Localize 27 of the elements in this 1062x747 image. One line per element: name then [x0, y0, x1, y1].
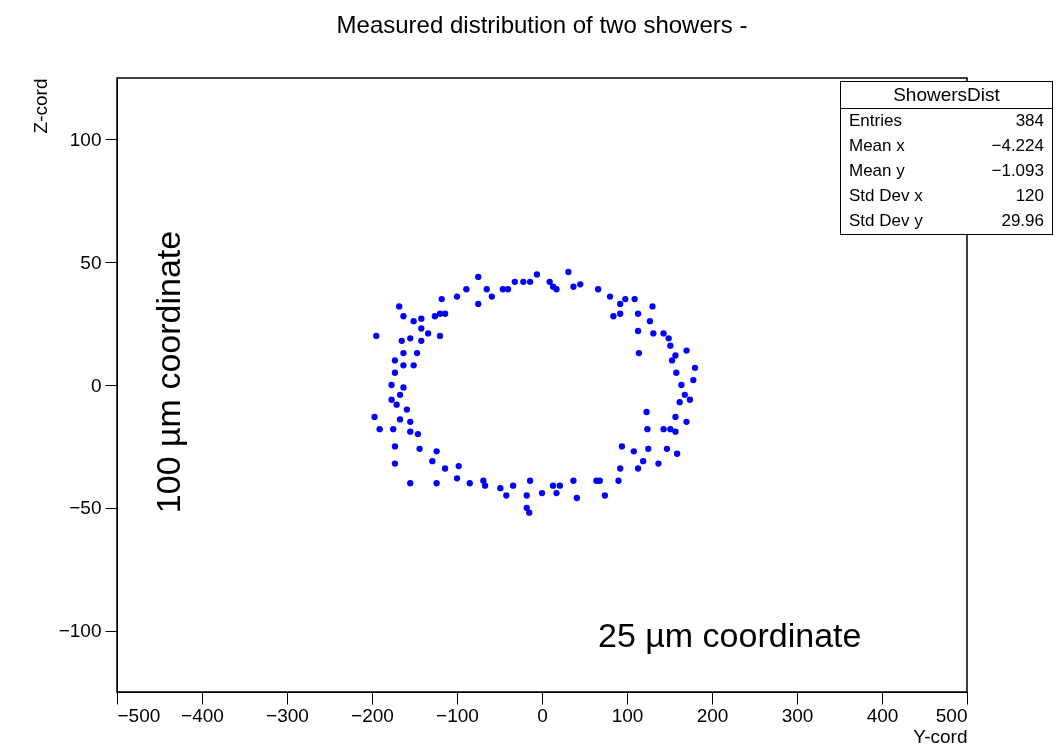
x-tick-label: −400	[181, 704, 224, 726]
text: Entries 384	[849, 111, 1044, 130]
x-tick-label: 200	[696, 704, 729, 726]
y-tick-label: −50	[69, 497, 102, 519]
annotation: 100 µm coordinate	[148, 230, 188, 514]
x-axis-title: Y-cord	[913, 725, 968, 747]
text: Std Dev x 120	[849, 186, 1044, 205]
text: Mean x −4.224	[849, 136, 1044, 155]
y-tick-label: −100	[58, 620, 102, 642]
x-tick-label: 400	[866, 704, 899, 726]
x-tick-label: 300	[781, 704, 814, 726]
x-tick-label: −500	[117, 704, 161, 726]
y-tick-label: 50	[80, 251, 102, 273]
x-tick-label: −300	[266, 704, 309, 726]
text: Mean y −1.093	[849, 161, 1044, 180]
x-tick-label: −100	[436, 704, 479, 726]
x-tick-label: 0	[537, 704, 548, 726]
annotation: 25 µm coordinate	[598, 616, 862, 655]
x-tick-label: −200	[351, 704, 394, 726]
text: Std Dev y 29.96	[849, 211, 1044, 230]
y-tick-label: 100	[69, 128, 102, 150]
x-tick-label: 500	[935, 704, 968, 726]
y-axis-title: Z-cord	[29, 78, 51, 134]
y-tick-label: 0	[90, 374, 102, 396]
x-tick-label: 100	[611, 704, 644, 726]
annotation: ShowersDist	[841, 82, 1052, 109]
chart-title: Measured distribution of two showers -	[336, 11, 748, 38]
